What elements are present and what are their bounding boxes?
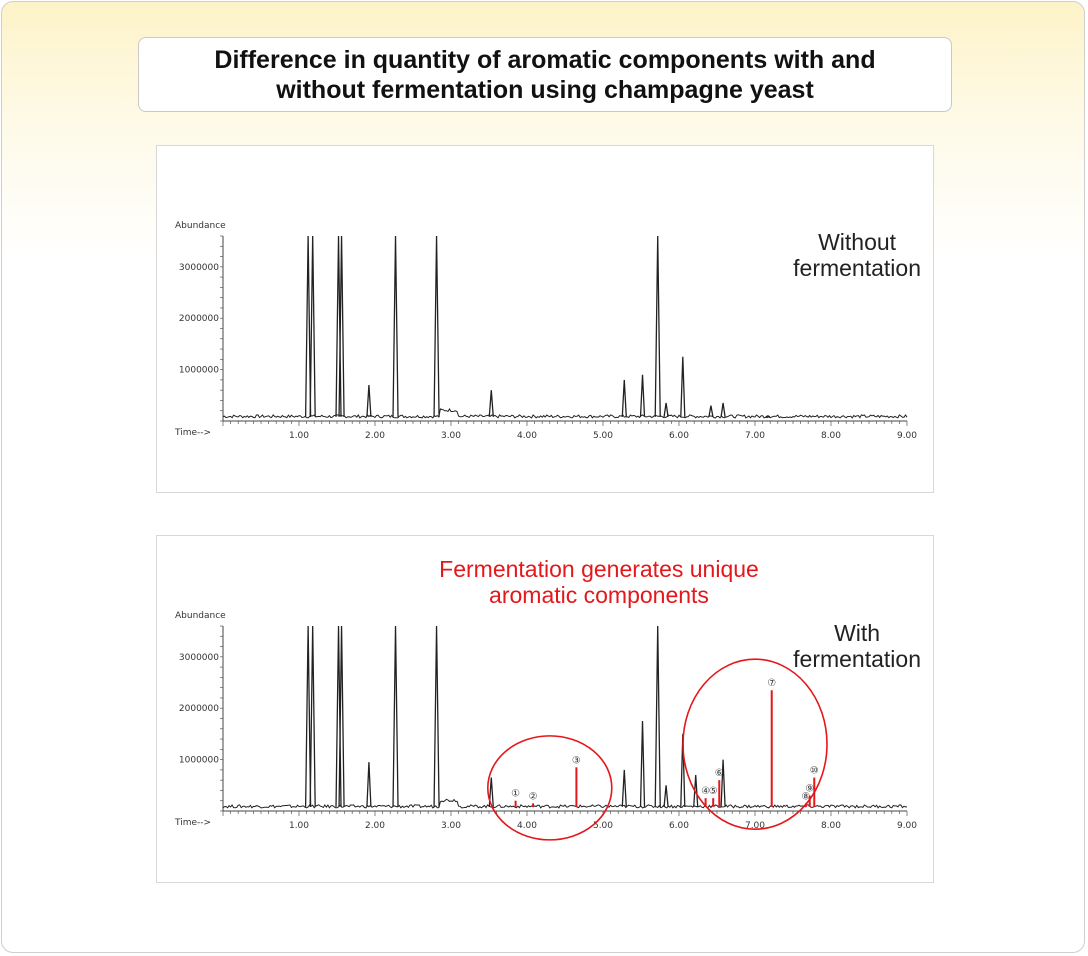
x-tick-label: 3.00 <box>441 431 461 441</box>
panel-label-without: Without fermentation <box>793 229 921 281</box>
peak <box>765 415 771 418</box>
y-tick-label: 1000000 <box>179 366 219 376</box>
figure-title: Difference in quantity of aromatic compo… <box>214 45 876 104</box>
x-tick-label: 7.00 <box>745 821 765 831</box>
peak <box>663 402 669 417</box>
peak <box>654 625 661 807</box>
peak <box>309 625 316 807</box>
chart-svg-with: Abundance Time--> 1.00 2.00 3.00 4.00 5.00 6.00… <box>174 611 917 841</box>
title-box: Difference in quantity of aromatic compo… <box>138 37 952 112</box>
fermentation-note: Fermentation generates unique aromatic c… <box>439 556 759 608</box>
x-tick-label: 8.00 <box>821 431 841 441</box>
x-tick-label: 2.00 <box>365 431 385 441</box>
y-tick-label: 3000000 <box>179 653 219 663</box>
x-tick-label: 9.00 <box>897 431 917 441</box>
highlight-circle-late <box>682 658 828 830</box>
peak <box>654 235 661 417</box>
x-tick-label: 5.00 <box>593 821 613 831</box>
highlighted-peak-label: ① <box>511 789 520 800</box>
highlighted-peak-label: ③ <box>572 755 581 766</box>
peak <box>639 374 646 417</box>
panel-label-with: With fermentation <box>793 620 921 672</box>
x-tick-label: 9.00 <box>897 821 917 831</box>
baseline-trace <box>222 798 908 809</box>
peak <box>304 625 312 807</box>
y-tick-label: 2000000 <box>179 704 219 714</box>
highlight-circle-early <box>486 735 613 841</box>
peak <box>621 379 627 417</box>
peak <box>639 721 646 807</box>
highlighted-peak-label: ④ <box>701 786 710 797</box>
peak <box>304 235 312 417</box>
x-tick-label: 5.00 <box>593 431 613 441</box>
x-tick-label: 1.00 <box>289 431 309 441</box>
peak <box>720 402 726 417</box>
x-tick-label: 2.00 <box>365 821 385 831</box>
y-tick-label: 2000000 <box>179 314 219 324</box>
chart-svg-without: Abundance Time--> 1.00 2.00 3.00 4.00 5.00 6.00… <box>174 221 917 441</box>
peak <box>433 235 440 417</box>
x-tick-label: 1.00 <box>289 821 309 831</box>
chromatogram-with-fermentation: Abundance Time--> 1.00 2.00 3.00 4.00 5.00 6.00… <box>156 535 934 883</box>
y-tick-label: 1000000 <box>179 756 219 766</box>
y-axis-label: Abundance <box>175 221 226 231</box>
x-tick-label: 6.00 <box>669 821 689 831</box>
highlighted-peak-label: ⑧ <box>801 791 810 802</box>
x-tick-label: 4.00 <box>517 821 537 831</box>
x-tick-label: 7.00 <box>745 431 765 441</box>
peak <box>680 356 686 417</box>
highlighted-peak-label: ⑨ <box>805 784 814 795</box>
peak <box>708 405 714 418</box>
peak <box>488 390 494 417</box>
peak <box>366 384 372 417</box>
x-axis-label: Time--> <box>174 818 211 828</box>
peak <box>392 235 399 417</box>
x-tick-label: 6.00 <box>669 431 689 441</box>
peak <box>488 777 494 807</box>
peak <box>720 759 726 807</box>
baseline-trace <box>222 408 908 419</box>
peak <box>309 235 316 417</box>
y-tick-label: 3000000 <box>179 263 219 273</box>
peak <box>433 625 440 807</box>
x-axis-label: Time--> <box>174 428 211 438</box>
highlighted-peak-label: ⑥ <box>715 768 724 779</box>
peak <box>338 235 345 417</box>
peak <box>338 625 345 807</box>
highlighted-peak-label: ⑤ <box>709 786 718 797</box>
highlighted-peak-label: ⑩ <box>810 766 819 777</box>
chromatogram-without-fermentation: Abundance Time--> 1.00 2.00 3.00 4.00 5.00 6.00… <box>156 145 934 493</box>
peak <box>663 785 669 807</box>
highlighted-peak-label: ⑦ <box>767 678 776 689</box>
peak <box>392 625 399 807</box>
peak <box>366 762 372 807</box>
y-axis-label: Abundance <box>175 611 226 621</box>
x-tick-label: 8.00 <box>821 821 841 831</box>
x-tick-label: 4.00 <box>517 431 537 441</box>
peak <box>621 769 627 807</box>
x-tick-label: 3.00 <box>441 821 461 831</box>
highlighted-peak-label: ② <box>529 791 538 802</box>
